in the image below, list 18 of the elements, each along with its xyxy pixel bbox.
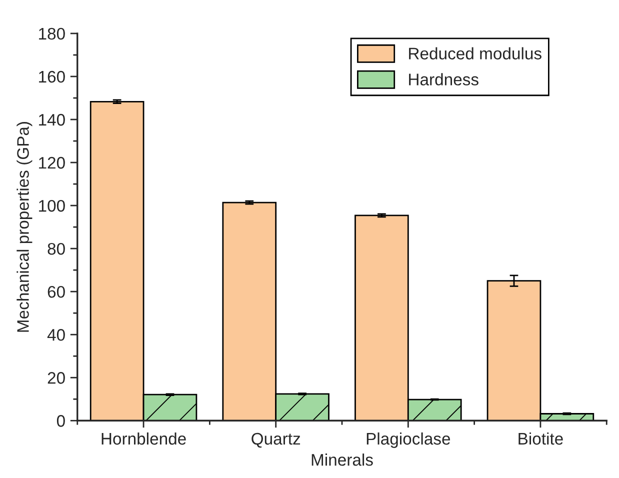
y-tick-label: 40 (47, 329, 65, 341)
y-tick-label: 180 (39, 28, 65, 40)
x-axis-title: Minerals (312, 454, 373, 466)
y-tick-label: 120 (39, 156, 65, 169)
y-tick-label: 140 (39, 114, 65, 126)
y-tick-label: 20 (48, 372, 65, 384)
legend-label: Hardness (409, 73, 478, 86)
y-tick-label: 60 (48, 286, 65, 298)
x-tick-label: Biotite (518, 432, 563, 445)
legend-label: Reduced modulus (409, 47, 542, 60)
x-tick-label: Quartz (252, 432, 300, 448)
x-tick-label: Hornblende (102, 432, 186, 445)
y-tick-label: 0 (56, 415, 65, 427)
y-tick-label: 80 (48, 242, 65, 255)
y-tick-label: 160 (39, 70, 65, 83)
y-axis-title: Mechanical properties (GPa) (16, 122, 32, 332)
y-tick-label: 100 (39, 200, 65, 212)
x-tick-label: Plagioclase (366, 432, 450, 448)
